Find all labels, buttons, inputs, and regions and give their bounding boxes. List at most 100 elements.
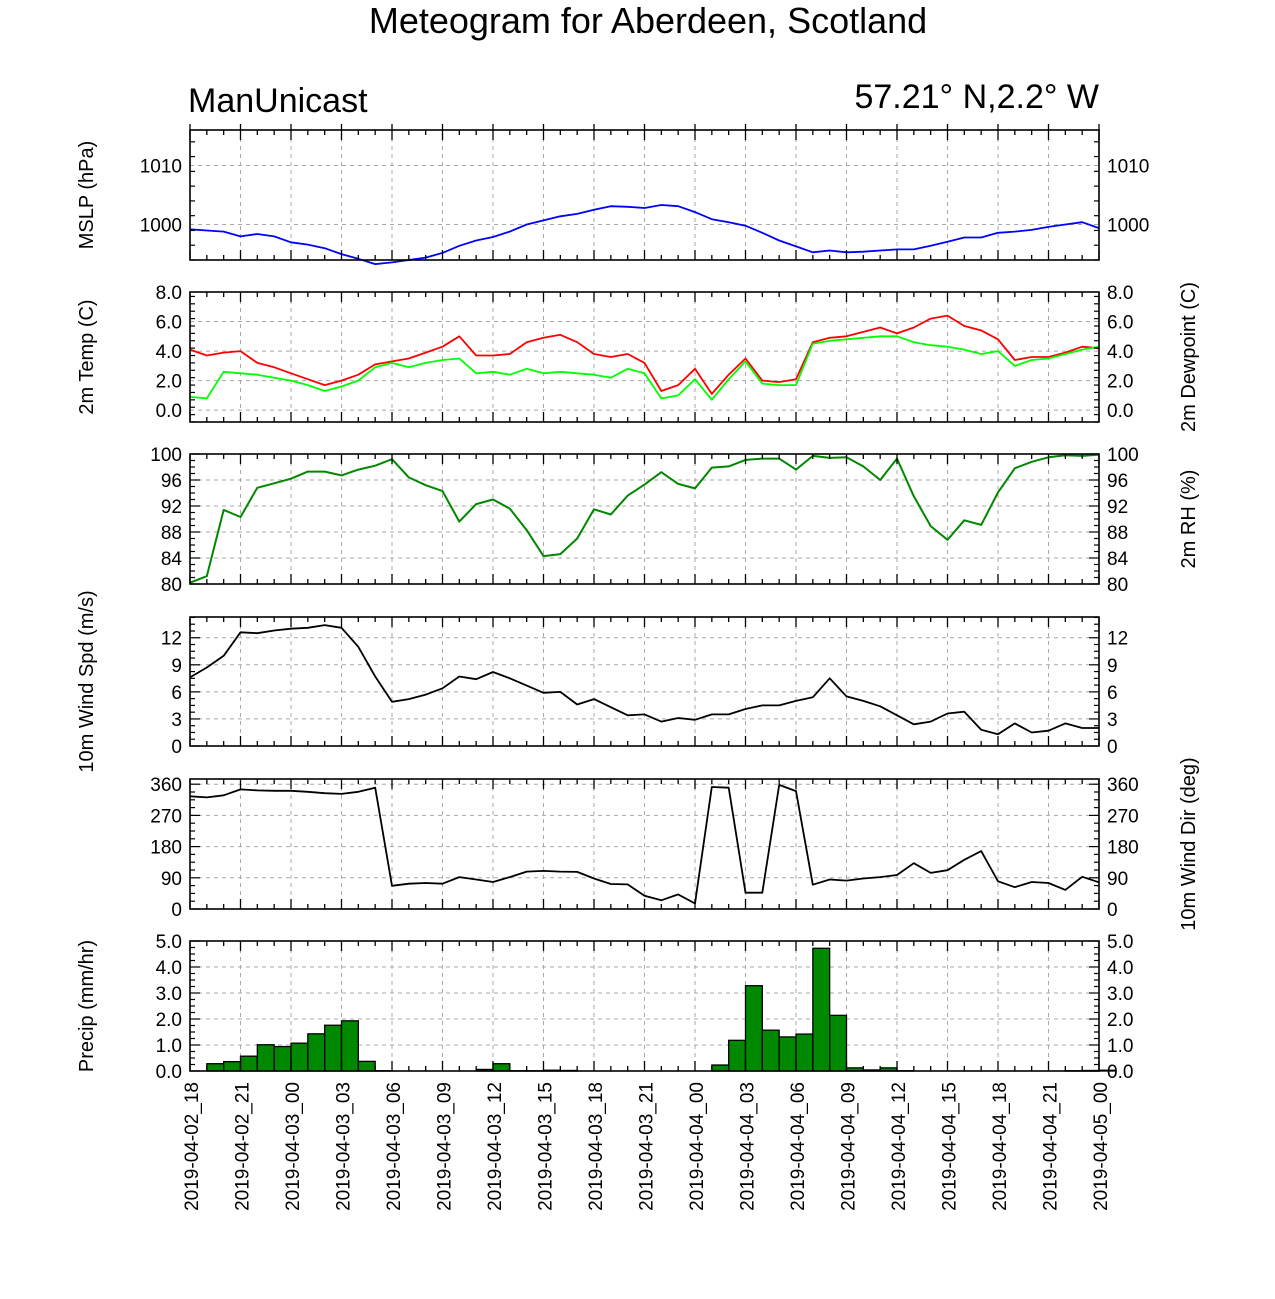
x-tick-label: 2019-04-03_18 (586, 1082, 607, 1211)
left-tick-label: 96 (161, 471, 182, 492)
right-tick-label: 180 (1107, 838, 1139, 859)
panel-precip: 5.0 5.0 4.0 4.0 3.0 3.0 2.0 2.0 1.0 1.0 0.0 0.0 Prec… (76, 932, 1133, 1083)
precip-bar (812, 947, 831, 1072)
precip-bar (273, 1045, 292, 1072)
right-tick-label: 1000 (1107, 216, 1149, 237)
x-tick-label: 2019-04-04_15 (940, 1082, 961, 1211)
left-axis-title: MSLP (hPa) (76, 141, 98, 250)
right-tick-label: 80 (1107, 575, 1128, 596)
left-tick-label: 4.0 (156, 342, 182, 363)
left-tick-label: 1.0 (156, 1036, 182, 1057)
panel-wind_speed: 12 12 9 9 6 6 3 3 0 0 10m Wind Spd (m/s) (76, 590, 1128, 772)
right-tick-label: 0.0 (1107, 401, 1133, 422)
x-tick-label: 2019-04-05_00 (1091, 1082, 1112, 1211)
precip-bar (223, 1060, 242, 1072)
right-tick-label: 360 (1107, 775, 1139, 796)
model-label: ManUnicast (188, 82, 368, 120)
right-tick-label: 9 (1107, 656, 1118, 677)
x-tick-label: 2019-04-04_09 (839, 1082, 860, 1211)
left-tick-label: 2.0 (156, 1010, 182, 1031)
chart-title: Meteogram for Aberdeen, Scotland (369, 0, 927, 41)
precip-bar (728, 1039, 747, 1072)
left-tick-label: 9 (171, 656, 182, 677)
x-tick-label: 2019-04-03_21 (637, 1082, 658, 1211)
left-tick-label: 0.0 (156, 1062, 182, 1083)
location-label: 57.21° N,2.2° W (854, 78, 1099, 116)
right-tick-label: 8.0 (1107, 283, 1133, 304)
right-tick-label: 1010 (1107, 156, 1149, 177)
left-tick-label: 6.0 (156, 313, 182, 334)
panel-rh: 100 100 96 96 92 92 88 88 84 84 80 80 2m RH (%) (150, 445, 1200, 596)
temp-series-line (189, 314, 1100, 395)
right-axis-title: 2m RH (%) (1178, 470, 1200, 569)
right-tick-label: 0 (1107, 900, 1118, 921)
x-tick-label: 2019-04-03_03 (334, 1082, 355, 1211)
precip-bar (324, 1024, 343, 1072)
precip-bar (711, 1064, 730, 1072)
x-tick-label: 2019-04-04_12 (889, 1082, 910, 1211)
precip-bar (795, 1033, 814, 1072)
right-tick-label: 2.0 (1107, 372, 1133, 393)
x-tick-label: 2019-04-03_15 (536, 1082, 557, 1211)
left-tick-label: 80 (161, 575, 182, 596)
precip-bar (340, 1020, 359, 1072)
left-tick-label: 3.0 (156, 984, 182, 1005)
panels-group: 1010 1010 1000 1000 MSLP (hPa) 8.0 8.0 6.0 6.0 4.… (76, 124, 1200, 1083)
right-tick-label: 3 (1107, 710, 1118, 731)
left-tick-label: 88 (161, 523, 182, 544)
left-tick-label: 1010 (140, 156, 182, 177)
left-tick-label: 2.0 (156, 372, 182, 393)
left-axis-title: 2m Temp (C) (76, 299, 98, 414)
right-tick-label: 2.0 (1107, 1010, 1133, 1031)
right-tick-label: 4.0 (1107, 342, 1133, 363)
precip-bar (256, 1044, 275, 1072)
right-axis-title: 10m Wind Dir (deg) (1178, 757, 1200, 930)
left-tick-label: 3 (171, 710, 182, 731)
left-tick-label: 92 (161, 497, 182, 518)
left-tick-label: 6 (171, 683, 182, 704)
x-axis-labels: 2019-04-02_18 2019-04-02_21 2019-04-03_00 2… (182, 1082, 1112, 1211)
wind_direction-series-line (189, 784, 1100, 905)
left-tick-label: 0 (171, 737, 182, 758)
right-tick-label: 96 (1107, 471, 1128, 492)
right-tick-label: 5.0 (1107, 932, 1133, 953)
right-tick-label: 3.0 (1107, 984, 1133, 1005)
x-tick-label: 2019-04-02_18 (182, 1082, 203, 1211)
temp-series-line (189, 335, 1100, 401)
precip-bar (744, 985, 763, 1072)
precip-bar (206, 1063, 225, 1072)
x-tick-label: 2019-04-02_21 (233, 1082, 254, 1211)
panel-wind_direction: 360 360 270 270 180 180 90 90 0 0 10m Wind Dir (de… (150, 757, 1200, 930)
x-tick-label: 2019-04-03_12 (485, 1082, 506, 1211)
left-axis-title: Precip (mm/hr) (76, 940, 98, 1072)
precip-bar (492, 1063, 511, 1072)
right-tick-label: 6 (1107, 683, 1118, 704)
left-tick-label: 0.0 (156, 401, 182, 422)
left-tick-label: 270 (150, 806, 182, 827)
precip-bar (239, 1055, 258, 1072)
left-tick-label: 12 (161, 629, 182, 650)
right-tick-label: 84 (1107, 549, 1129, 570)
left-tick-label: 1000 (140, 216, 182, 237)
left-tick-label: 180 (150, 838, 182, 859)
x-tick-label: 2019-04-04_03 (738, 1082, 759, 1211)
x-tick-label: 2019-04-03_00 (283, 1082, 304, 1211)
right-tick-label: 1.0 (1107, 1036, 1133, 1057)
precip-bar (761, 1029, 780, 1072)
panel-temp: 8.0 8.0 6.0 6.0 4.0 4.0 2.0 2.0 0.0 0.0 2m Temp (C… (76, 282, 1200, 432)
right-tick-label: 12 (1107, 629, 1128, 650)
left-tick-label: 84 (161, 549, 183, 570)
precip-bar (829, 1014, 848, 1072)
left-tick-label: 4.0 (156, 958, 182, 979)
right-tick-label: 4.0 (1107, 958, 1133, 979)
right-tick-label: 0.0 (1107, 1062, 1133, 1083)
left-tick-label: 8.0 (156, 283, 182, 304)
precip-bar (307, 1033, 326, 1072)
right-tick-label: 6.0 (1107, 313, 1133, 334)
right-tick-label: 88 (1107, 523, 1128, 544)
x-tick-label: 2019-04-03_06 (384, 1082, 405, 1211)
left-axis-title: 10m Wind Spd (m/s) (76, 590, 98, 772)
precip-bar (778, 1036, 797, 1072)
x-tick-label: 2019-04-04_00 (687, 1082, 708, 1211)
